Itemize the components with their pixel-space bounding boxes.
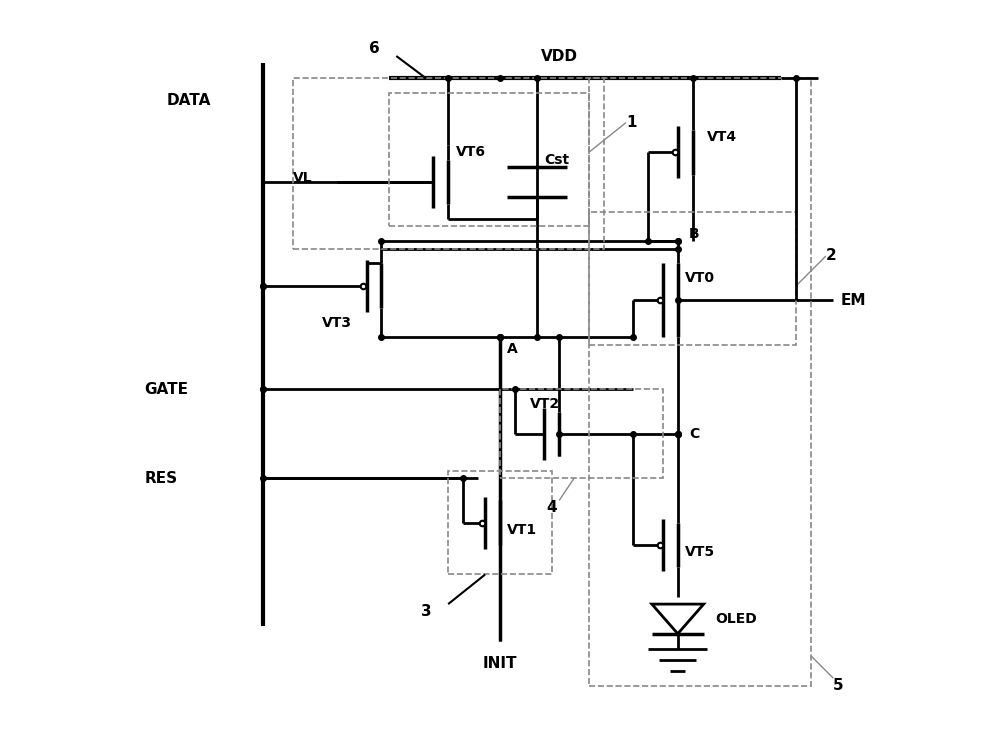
Text: 2: 2 bbox=[826, 249, 837, 264]
Text: VL: VL bbox=[293, 172, 312, 185]
Text: C: C bbox=[689, 427, 699, 440]
Text: Cst: Cst bbox=[544, 153, 570, 167]
Text: GATE: GATE bbox=[144, 382, 188, 397]
Text: OLED: OLED bbox=[715, 612, 757, 626]
Text: VT3: VT3 bbox=[322, 315, 352, 330]
Text: VT0: VT0 bbox=[685, 271, 715, 285]
Text: 3: 3 bbox=[421, 604, 431, 619]
Text: RES: RES bbox=[144, 470, 178, 485]
Text: B: B bbox=[689, 227, 699, 240]
Text: VDD: VDD bbox=[541, 49, 578, 64]
Text: VT5: VT5 bbox=[685, 545, 715, 560]
Text: VT2: VT2 bbox=[530, 397, 560, 411]
Text: VT4: VT4 bbox=[707, 130, 738, 145]
Text: EM: EM bbox=[841, 293, 866, 308]
Bar bbox=[389, 93, 589, 226]
Text: 4: 4 bbox=[547, 500, 557, 515]
Text: INIT: INIT bbox=[483, 656, 517, 671]
Text: 6: 6 bbox=[369, 41, 379, 56]
Text: DATA: DATA bbox=[167, 93, 211, 108]
Bar bbox=[589, 78, 811, 685]
Bar bbox=[500, 389, 663, 478]
Text: 5: 5 bbox=[833, 678, 844, 693]
Text: VT6: VT6 bbox=[456, 145, 486, 160]
Bar bbox=[448, 471, 552, 574]
Text: A: A bbox=[507, 342, 518, 356]
Bar bbox=[293, 78, 604, 249]
Text: VT1: VT1 bbox=[507, 523, 538, 537]
Text: 1: 1 bbox=[626, 115, 636, 130]
Bar bbox=[589, 211, 796, 345]
